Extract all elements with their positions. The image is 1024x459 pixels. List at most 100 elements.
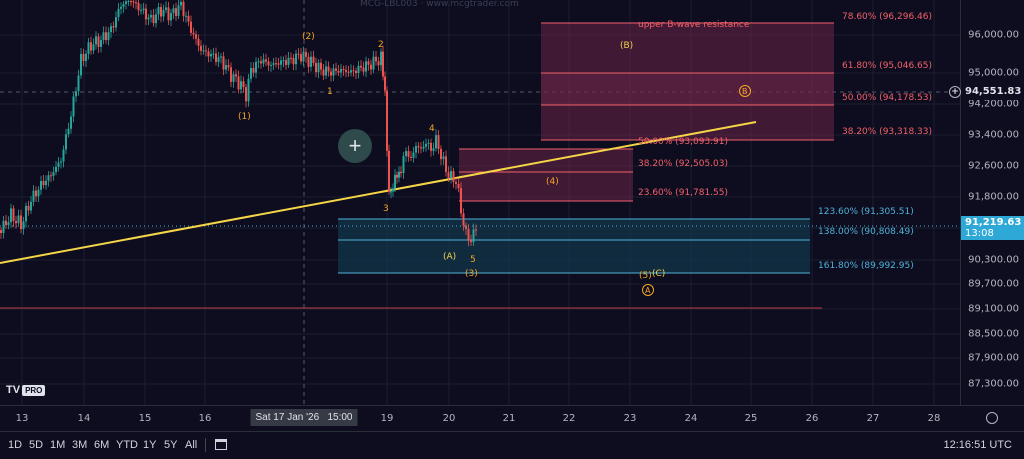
price-tick: 94,200.00 [968, 98, 1019, 110]
range-button-3m[interactable]: 3M [72, 439, 88, 451]
time-tick: 21 [502, 413, 516, 424]
candle-body [127, 1, 130, 3]
candle-body [360, 65, 362, 68]
candle-body [327, 66, 330, 72]
tradingview-logo[interactable]: TV PRO [6, 384, 46, 396]
time-tick: 14 [77, 413, 91, 424]
price-tick: 92,600.00 [968, 160, 1019, 172]
candle-body [230, 67, 232, 82]
crosshair-price-label: +94,551.83 [949, 84, 1024, 100]
candle-body [12, 208, 15, 221]
candle-body [110, 26, 112, 33]
candle-body [465, 225, 467, 229]
candle-body [237, 76, 240, 90]
candle-body [257, 61, 260, 63]
candle-body [394, 174, 396, 189]
range-button-1y[interactable]: 1Y [143, 439, 157, 451]
candle-body [277, 63, 280, 65]
candlestick-series [0, 0, 477, 247]
candle-body [37, 189, 40, 197]
candle-body [52, 172, 55, 176]
candle-body [235, 74, 237, 77]
time-tick: 27 [866, 413, 880, 424]
candle-body [220, 56, 222, 58]
time-tick: 24 [684, 413, 698, 424]
gear-icon[interactable] [986, 412, 998, 424]
range-button-ytd[interactable]: YTD [116, 439, 138, 451]
add-alert-button[interactable]: + [338, 129, 372, 163]
candle-body [335, 68, 337, 71]
candle-body [150, 14, 152, 18]
candle-body [210, 53, 212, 57]
candle-body [262, 59, 265, 64]
fib-mid-level: 38.20% (92,505.03) [638, 159, 728, 169]
candle-body [130, 1, 132, 3]
clock-utc[interactable]: 12:16:51 UTC [943, 439, 1012, 451]
candle-body [165, 7, 167, 10]
fib-lower-level: 161.80% (89,992.95) [818, 261, 914, 271]
candle-body [302, 52, 305, 62]
price-axis[interactable]: 96,000.00 95,000.00 94,200.00 93,400.00 … [949, 0, 1024, 405]
candle-body [447, 172, 450, 179]
candle-body [122, 4, 125, 7]
candle-body [405, 151, 407, 156]
range-button-6m[interactable]: 6M [94, 439, 110, 451]
fib-lower-level: 123.60% (91,305.51) [818, 207, 914, 217]
fib-lower-zone[interactable] [338, 218, 810, 274]
wave-label: (B) [620, 41, 633, 51]
candle-body [285, 60, 287, 65]
range-button-5y[interactable]: 5Y [164, 439, 178, 451]
candle-body [475, 229, 477, 231]
price-chart[interactable]: MCG-LBL003 · www.mcgtrader.com upper B-w… [0, 0, 960, 405]
fib-upper-zone[interactable] [541, 22, 834, 141]
time-tick: 25 [744, 413, 758, 424]
candle-body [240, 81, 242, 90]
candle-body [177, 5, 180, 16]
calendar-icon[interactable] [215, 439, 227, 450]
time-tick: 23 [623, 413, 637, 424]
candle-body [77, 75, 80, 92]
range-button-1m[interactable]: 1M [50, 439, 66, 451]
candle-body [290, 57, 292, 59]
price-tick: 87,300.00 [968, 378, 1019, 390]
candle-body [180, 1, 182, 6]
candle-body [390, 191, 392, 193]
candle-body [15, 220, 17, 224]
candle-body [107, 32, 110, 41]
candle-body [5, 220, 7, 226]
candle-body [22, 221, 25, 230]
candle-body [187, 15, 190, 22]
trendline[interactable] [0, 121, 757, 264]
candle-body [30, 201, 32, 211]
candle-body [467, 228, 470, 241]
candle-body [172, 8, 175, 14]
plus-circle-icon[interactable]: + [949, 86, 961, 98]
time-axis[interactable]: 13 14 15 16 19 20 21 22 23 24 25 26 27 2… [0, 405, 1024, 432]
candle-body [380, 51, 382, 66]
candle-body [300, 54, 302, 62]
range-button-all[interactable]: All [185, 439, 198, 451]
wave-label: (A) [443, 252, 456, 262]
candle-body [80, 53, 82, 76]
fib-mid-zone[interactable] [459, 148, 633, 202]
time-tick: 26 [805, 413, 819, 424]
candle-body [345, 69, 347, 72]
last-price-label: 91,219.63 13:08 [961, 216, 1024, 240]
fib-mid-level: 23.60% (91,781.55) [638, 188, 728, 198]
candle-body [175, 8, 177, 16]
candle-body [430, 142, 432, 151]
candle-body [185, 15, 187, 17]
candle-body [87, 42, 90, 54]
range-button-1d[interactable]: 1D [8, 439, 23, 451]
candle-body [45, 180, 47, 186]
range-button-5d[interactable]: 5D [29, 439, 44, 451]
candle-body [310, 56, 312, 67]
candle-body [70, 116, 72, 129]
candle-body [197, 38, 200, 46]
candle-body [400, 171, 402, 174]
candle-body [270, 64, 272, 66]
wave-label: B [742, 87, 748, 96]
candle-body [312, 56, 315, 63]
candle-body [92, 44, 95, 51]
candle-body [267, 61, 270, 66]
